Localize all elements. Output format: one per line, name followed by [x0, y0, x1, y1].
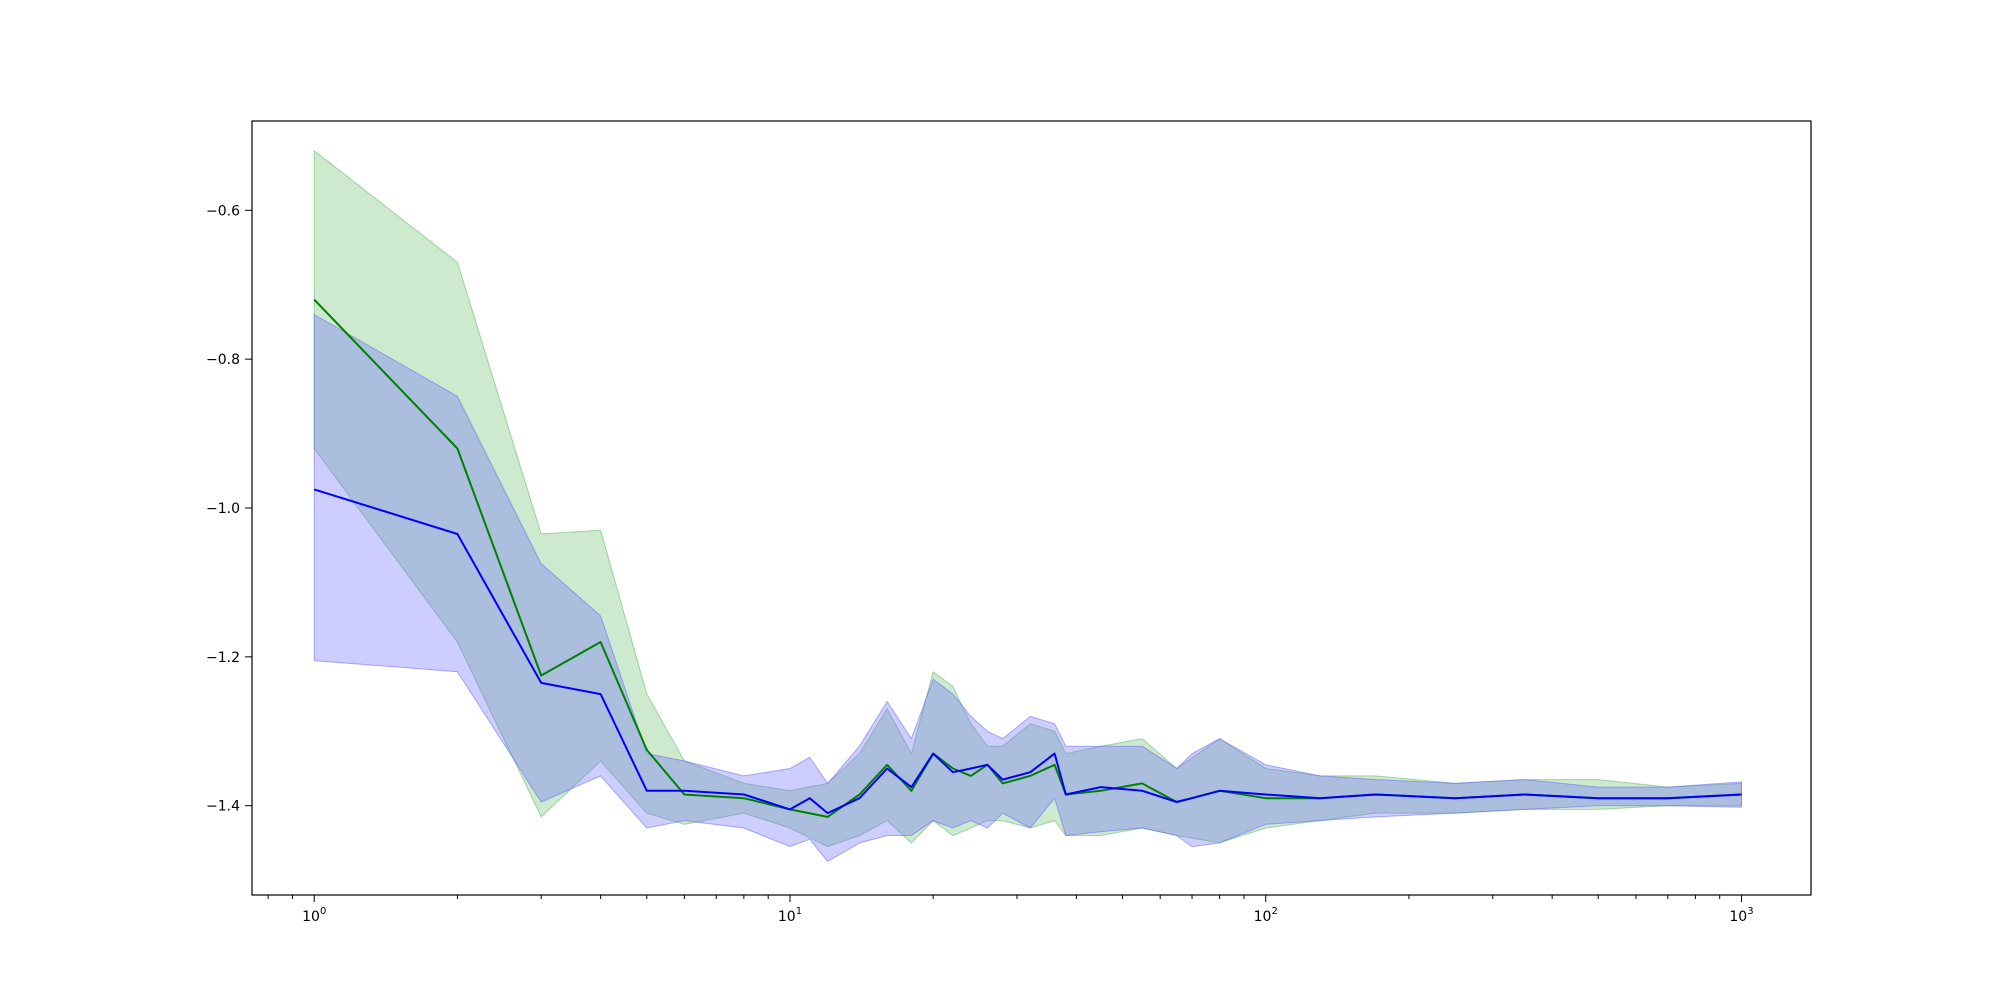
- series-2-line: [313, 488, 1742, 815]
- series-2-band: [313, 313, 1742, 863]
- x-tick-label: 102: [1254, 906, 1278, 925]
- x-tick-label: 100: [302, 906, 326, 925]
- x-tick-label: 101: [778, 906, 802, 925]
- y-axis: −0.6 −0.8 −1.0 −1.2 −1.4: [206, 203, 252, 815]
- confidence-bands: [313, 149, 1742, 863]
- y-tick-label: −1.4: [206, 799, 240, 815]
- y-tick-label: −1.2: [206, 650, 240, 666]
- y-tick-label: −0.8: [206, 352, 240, 368]
- series-lines: [313, 298, 1742, 818]
- x-axis: 100 101 102 103: [267, 895, 1754, 925]
- x-tick-label: 103: [1729, 906, 1753, 925]
- y-tick-label: −1.0: [206, 501, 240, 517]
- y-tick-label: −0.6: [206, 203, 240, 219]
